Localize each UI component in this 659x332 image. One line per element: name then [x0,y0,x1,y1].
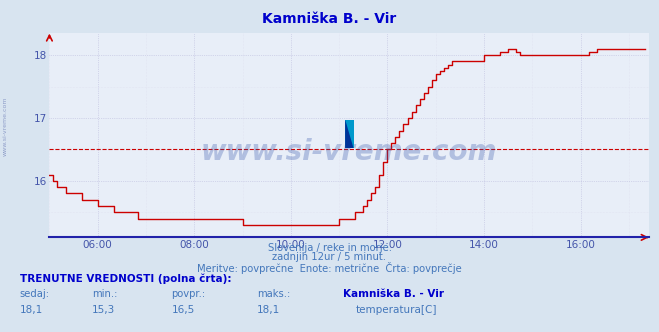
Text: 15,3: 15,3 [92,305,115,315]
Text: Kamniška B. - Vir: Kamniška B. - Vir [262,12,397,26]
Text: www.si-vreme.com: www.si-vreme.com [201,138,498,166]
Text: Kamniška B. - Vir: Kamniška B. - Vir [343,289,444,299]
Text: zadnjih 12ur / 5 minut.: zadnjih 12ur / 5 minut. [273,252,386,262]
Text: maks.:: maks.: [257,289,290,299]
Text: TRENUTNE VREDNOSTI (polna črta):: TRENUTNE VREDNOSTI (polna črta): [20,274,231,285]
Text: min.:: min.: [92,289,118,299]
Text: 16,5: 16,5 [171,305,194,315]
Text: Meritve: povprečne  Enote: metrične  Črta: povprečje: Meritve: povprečne Enote: metrične Črta:… [197,262,462,274]
Text: 18,1: 18,1 [257,305,280,315]
Text: sedaj:: sedaj: [20,289,50,299]
Text: temperatura[C]: temperatura[C] [356,305,438,315]
Text: www.si-vreme.com: www.si-vreme.com [3,96,8,156]
Text: 18,1: 18,1 [20,305,43,315]
Text: povpr.:: povpr.: [171,289,206,299]
Text: Slovenija / reke in morje.: Slovenija / reke in morje. [268,243,391,253]
